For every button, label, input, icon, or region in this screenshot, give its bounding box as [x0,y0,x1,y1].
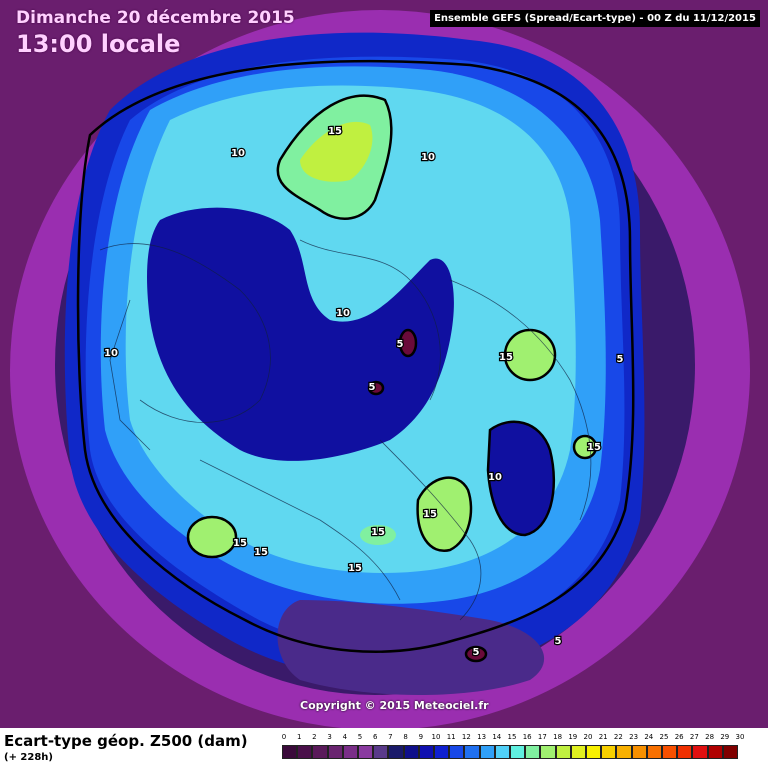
scale-tick-label: 9 [418,733,424,741]
scale-tick-label: 7 [388,733,393,741]
scale-swatch [297,745,313,759]
contour-label: 15 [254,547,268,558]
region-green-canada [417,477,471,551]
scale-swatch [418,745,434,759]
contour-label: 10 [488,472,502,483]
scale-tick-label: 21 [598,733,608,741]
region-dark-blue-core [147,207,454,461]
contour-lines [76,59,635,663]
region-min-south [466,647,486,661]
scale-tick-label: 13 [477,733,487,741]
scale-swatch [464,745,480,759]
region-min-arctic [400,330,416,356]
scale-swatch [646,745,662,759]
forecast-time: 13:00 locale [16,30,181,58]
scale-tick-label: 18 [553,733,563,741]
scale-swatch [358,745,374,759]
scale-tick-label: 5 [357,733,363,741]
scale-swatch [586,745,602,759]
scale-swatch [555,745,571,759]
contour-label: 5 [397,339,404,350]
scale-tick-label: 30 [735,733,745,741]
scale-tick-label: 8 [403,733,408,741]
forecast-date: Dimanche 20 décembre 2015 [16,8,295,28]
scale-tick-label: 26 [674,733,684,741]
scale-tick-label: 4 [342,733,348,741]
scale-tick-label: 14 [492,733,502,741]
contour-label: 5 [555,636,562,647]
scale-tick-label: 22 [613,733,623,741]
scale-tick-label: 19 [568,733,578,741]
contour-label: 10 [104,348,118,359]
ensemble-header: Ensemble GEFS (Spread/Ecart-type) - 00 Z… [430,10,760,27]
scale-tick-label: 17 [537,733,547,741]
contour-label: 15 [233,538,247,549]
scale-tick-label: 2 [312,733,317,741]
legend-subtitle: (+ 228h) [4,752,53,763]
contour-label: 15 [348,563,362,574]
scale-swatch [327,745,343,759]
scale-swatch [449,745,465,759]
region-yellow-scandinavia [300,121,373,182]
contour-label: 10 [421,152,435,163]
scale-tick-label: 0 [281,733,287,741]
spread-map: 15 10 10 10 10 5 5 15 5 15 10 15 15 15 15 15 5 5 [0,0,768,728]
scale-tick-label: 24 [644,733,654,741]
scale-swatch [616,745,632,759]
contour-label: 15 [423,509,437,520]
contour-label: 5 [473,647,480,658]
region-green-pacific [188,517,236,557]
scale-tick-label: 3 [327,733,332,741]
scale-swatch [722,745,738,759]
scale-swatch [388,745,404,759]
scale-swatch [403,745,419,759]
scale-tick-label: 12 [461,733,471,741]
contour-label: 15 [328,126,342,137]
scale-swatch [631,745,647,759]
contour-label: 15 [587,442,601,453]
region-purple-south [277,600,545,695]
scale-swatch [510,745,526,759]
color-scale: 0 1 2 3 4 5 6 7 8 9 10 11 12 13 14 15 16 17 18 19 20 21 22 23 24… [282,733,752,765]
scale-tick-label: 20 [583,733,593,741]
scale-tick-label: 28 [705,733,715,741]
scale-tick-label: 11 [446,733,456,741]
scale-tick-label: 10 [431,733,441,741]
contour-label: 15 [499,352,513,363]
scale-swatch [540,745,556,759]
scale-tick-label: 16 [522,733,532,741]
scale-swatch [570,745,586,759]
scale-swatch [677,745,693,759]
scale-swatch [662,745,678,759]
scale-swatch [707,745,723,759]
scale-swatch [373,745,389,759]
scale-swatch [312,745,328,759]
region-green-alaska [360,525,396,545]
contour-label: 10 [231,148,245,159]
scale-tick-label: 6 [372,733,378,741]
scale-swatch [494,745,510,759]
scale-tick-label: 15 [507,733,517,741]
region-dark-blue-east [488,421,554,535]
scale-swatch [601,745,617,759]
scale-tick-label: 27 [689,733,699,741]
coastlines [99,239,592,621]
scale-tick-label: 23 [629,733,639,741]
contour-label: 5 [369,382,376,393]
scale-swatch [479,745,495,759]
region-min-pole [369,382,383,394]
contour-label: 15 [371,527,385,538]
copyright-text: Copyright © 2015 Meteociel.fr [300,699,489,712]
scale-swatch [342,745,358,759]
legend-title: Ecart-type géop. Z500 (dam) [4,732,248,750]
scale-swatch [525,745,541,759]
scale-swatch [282,745,298,759]
scale-tick-label: 1 [296,733,302,741]
scale-swatch [692,745,708,759]
scale-tick-label: 25 [659,733,669,741]
contour-label: 10 [336,308,350,319]
scale-swatch [434,745,450,759]
contour-label: 5 [617,354,624,365]
scale-tick-label: 29 [720,733,730,741]
